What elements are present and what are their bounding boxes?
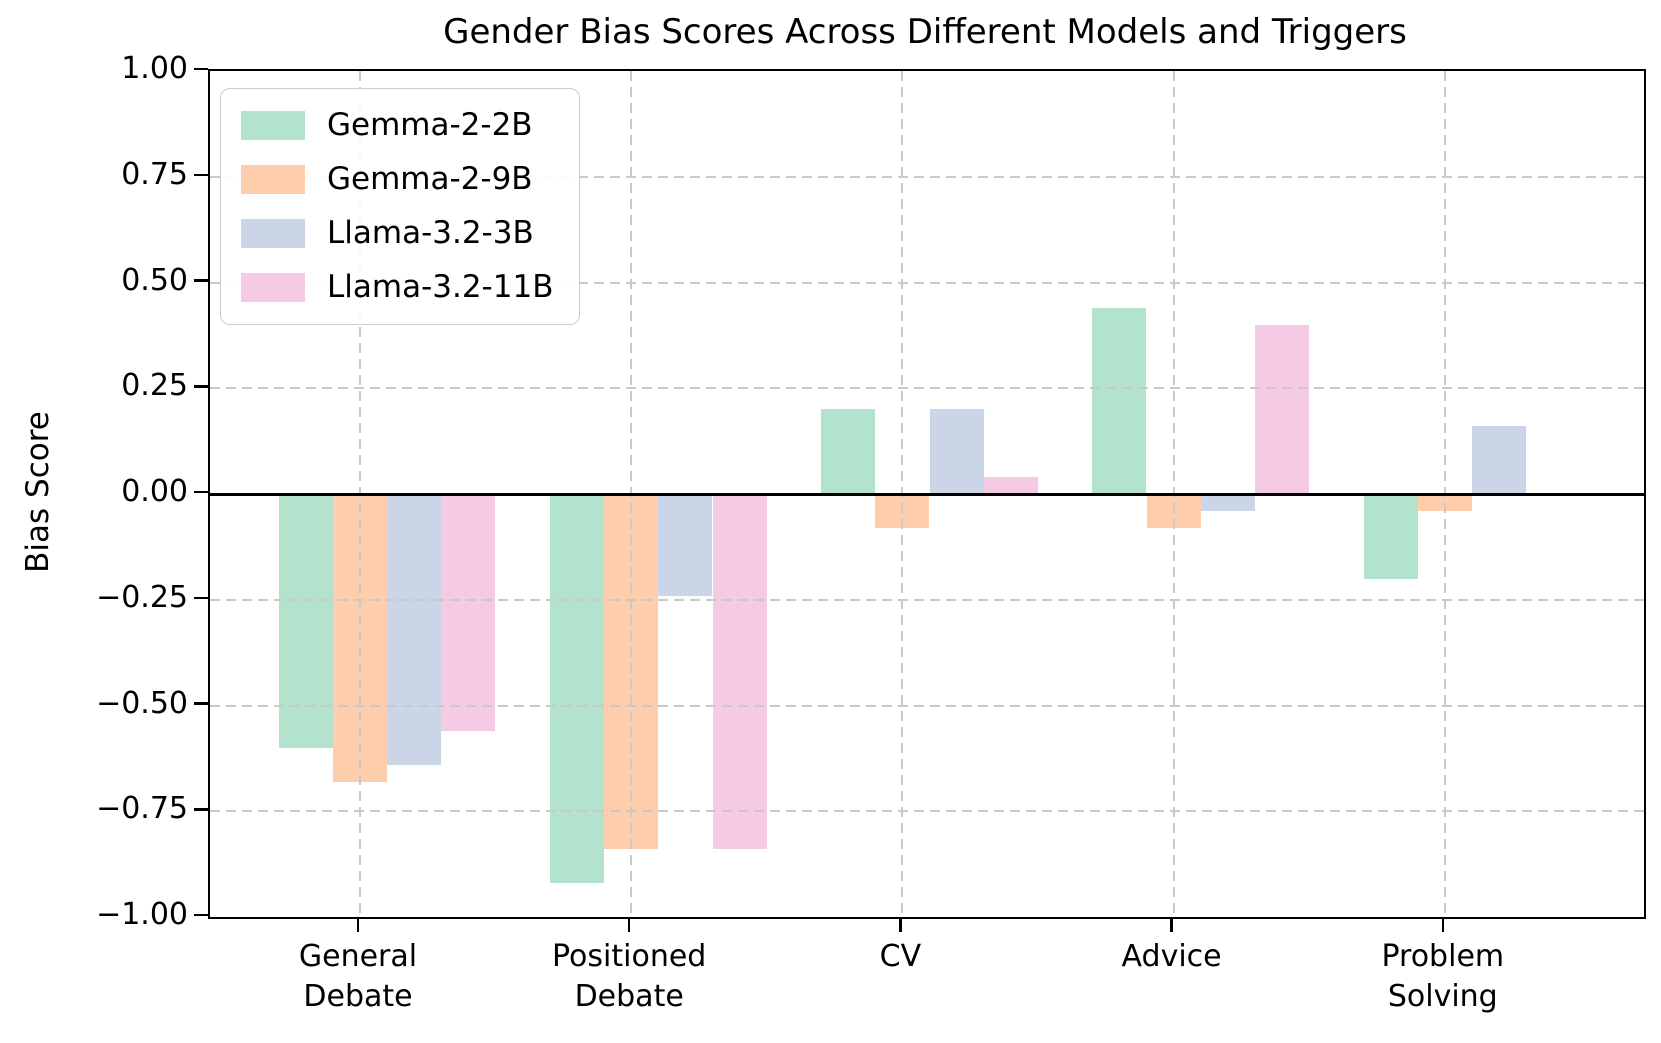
y-tick-label: 0.00: [121, 474, 188, 509]
bar-gemma-2-2b-positioned-debate: [549, 494, 605, 884]
y-tick-mark: [194, 808, 208, 811]
bar-llama-3-2-3b-positioned-debate: [658, 494, 713, 596]
y-tick-label: −0.50: [96, 685, 188, 721]
y-tick-mark: [194, 913, 208, 917]
y-tick-label: 0.25: [121, 368, 188, 404]
x-tick-label-advice: Advice: [1121, 939, 1222, 974]
y-tick-mark: [194, 702, 208, 705]
y-tick-label: −0.75: [96, 791, 188, 827]
gridline-horizontal: [210, 175, 1644, 178]
legend-swatch-gemma-2-9b: [241, 165, 305, 194]
legend-label-gemma-2-9b: Gemma-2-9B: [327, 161, 533, 197]
y-tick-label: 0.75: [121, 156, 188, 192]
zero-line: [210, 492, 1644, 496]
x-tick-mark: [356, 917, 360, 932]
grid-layer: [210, 71, 1644, 917]
legend-label-gemma-2-2b: Gemma-2-2B: [327, 107, 533, 143]
legend-swatch-llama-3-2-3b: [241, 219, 305, 248]
legend-item: Llama-3.2-11B: [241, 267, 553, 308]
bar-llama-3-2-3b-cv: [929, 409, 984, 494]
legend-label-llama-3-2-11b: Llama-3.2-11B: [327, 269, 554, 305]
gridline-horizontal: [210, 598, 1644, 601]
legend-swatch-gemma-2-2b: [241, 111, 305, 140]
bar-llama-3-2-3b-advice: [1200, 494, 1255, 511]
gridline-horizontal: [210, 281, 1644, 284]
y-tick-mark: [194, 67, 208, 71]
x-tick-label-cv: CV: [879, 939, 922, 974]
y-tick-mark: [194, 173, 208, 176]
y-tick-mark: [194, 279, 208, 282]
y-tick-label: −0.25: [96, 579, 188, 615]
x-tick-mark: [1170, 917, 1173, 932]
legend-item: Gemma-2-2B: [241, 105, 553, 146]
y-tick-label: 0.50: [121, 262, 188, 298]
gridline-horizontal: [210, 810, 1644, 813]
bar-llama-3-2-3b-problem-solving: [1471, 426, 1527, 494]
legend: Gemma-2-2B Gemma-2-9B Llama-3.2-3B Llama…: [220, 88, 581, 325]
y-tick-label: 1.00: [121, 51, 188, 86]
x-tick-label-problem-solving: Problem Solving: [1381, 939, 1505, 1014]
bar-llama-3-2-11b-cv: [983, 477, 1038, 494]
gridline-horizontal: [210, 387, 1644, 390]
plot-area: Gemma-2-2B Gemma-2-9B Llama-3.2-3B Llama…: [208, 69, 1646, 919]
legend-item: Gemma-2-9B: [241, 159, 553, 200]
bar-gemma-2-2b-problem-solving: [1363, 494, 1418, 579]
y-tick-label: −1.00: [96, 897, 188, 932]
legend-swatch-llama-3-2-11b: [241, 273, 305, 302]
chart-title: Gender Bias Scores Across Different Mode…: [443, 12, 1407, 52]
x-tick-mark: [1441, 917, 1445, 932]
bar-llama-3-2-11b-positioned-debate: [712, 494, 767, 850]
y-tick-mark: [194, 596, 208, 599]
legend-item: Llama-3.2-3B: [241, 213, 553, 254]
x-tick-label-positioned-debate: Positioned Debate: [552, 939, 707, 1014]
bar-llama-3-2-11b-general-debate: [441, 494, 496, 731]
gridline-horizontal: [210, 704, 1644, 707]
legend-label-llama-3-2-3b: Llama-3.2-3B: [327, 215, 534, 251]
y-tick-mark: [194, 385, 208, 388]
x-tick-mark: [899, 917, 902, 932]
x-tick-mark: [627, 917, 631, 932]
bar-gemma-2-2b-cv: [821, 409, 876, 494]
bar-llama-3-2-11b-advice: [1254, 324, 1310, 494]
bar-gemma-2-2b-advice: [1092, 307, 1147, 494]
bar-llama-3-2-3b-general-debate: [387, 494, 442, 765]
x-tick-label-general-debate: General Debate: [298, 939, 418, 1014]
y-tick-mark: [194, 490, 208, 494]
